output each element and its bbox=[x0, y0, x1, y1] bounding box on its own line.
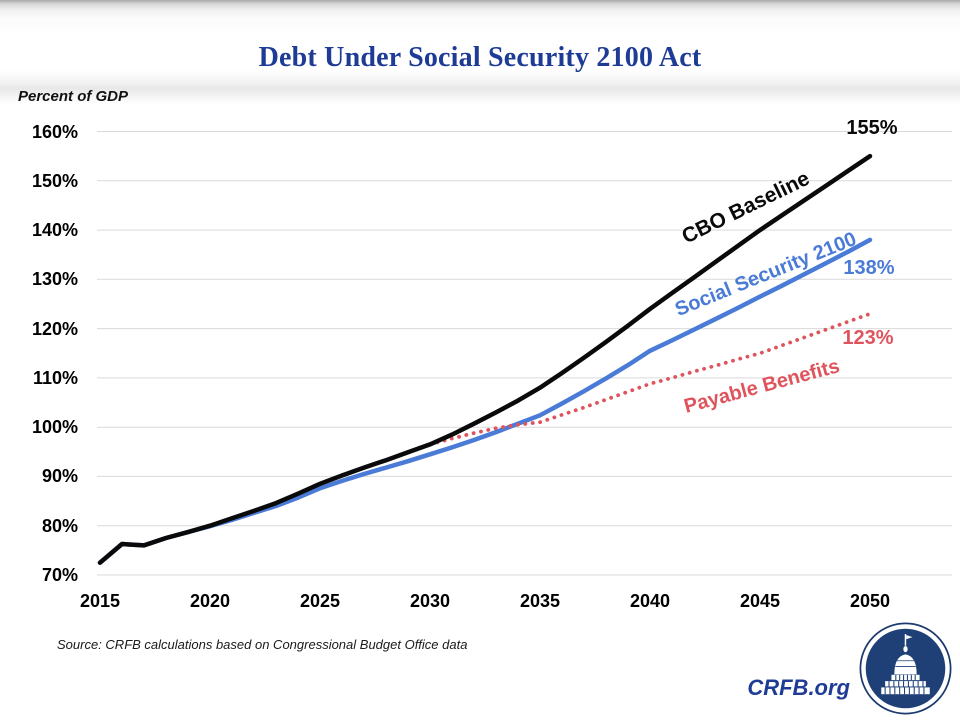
y-axis-unit-label: Percent of GDP bbox=[18, 88, 129, 105]
crfb-capitol-logo bbox=[859, 622, 952, 715]
capitol-columns bbox=[884, 660, 925, 695]
header-gradient-band bbox=[0, 0, 960, 88]
capitol-dome-icon bbox=[881, 634, 930, 695]
brand-link[interactable]: CRFB.org bbox=[747, 675, 850, 700]
page-title: Debt Under Social Security 2100 Act bbox=[258, 42, 702, 73]
header-divider-fade bbox=[0, 88, 960, 104]
source-note: Source: CRFB calculations based on Congr… bbox=[57, 637, 468, 652]
series-line-cbo-baseline bbox=[97, 153, 873, 565]
series-line-payable-benefits bbox=[428, 311, 872, 447]
series-line-social-security-2100 bbox=[97, 237, 873, 565]
